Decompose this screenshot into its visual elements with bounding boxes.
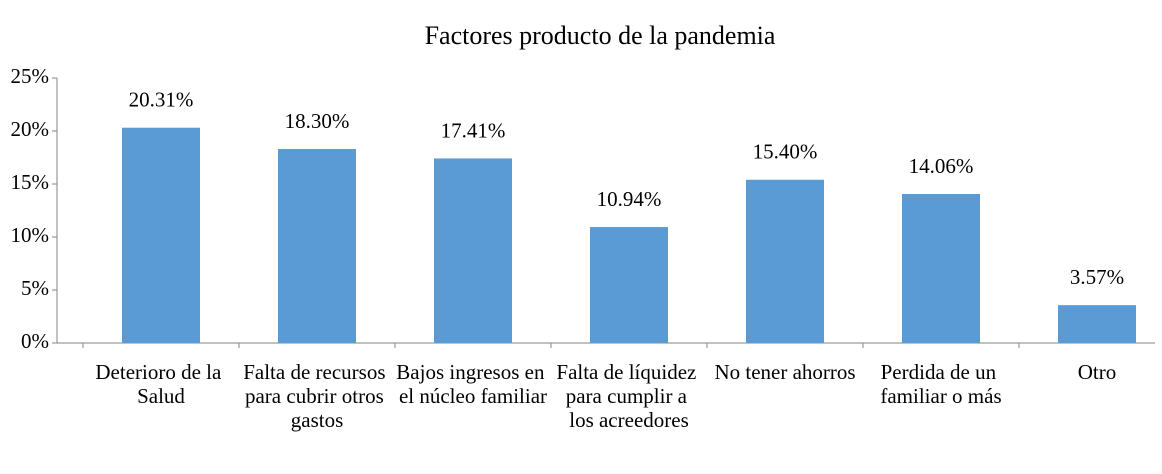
value-label: 3.57% — [1070, 265, 1124, 289]
chart-title: Factores producto de la pandemia — [425, 21, 776, 50]
x-tick-label: Falta de líquidez para cumplir a los acr… — [556, 360, 701, 432]
bar — [278, 149, 356, 343]
y-tick-label: 0% — [21, 329, 49, 353]
bar — [122, 127, 200, 344]
value-label: 18.30% — [285, 109, 350, 133]
value-label: 20.31% — [129, 88, 194, 112]
value-label: 15.40% — [753, 140, 818, 164]
x-tick-label: No tener ahorros — [714, 360, 855, 384]
bar — [902, 193, 980, 343]
y-tick-label: 15% — [11, 170, 50, 194]
y-tick-label: 25% — [11, 64, 50, 88]
x-tick-label: Bajos ingresos en el núcleo familiar — [396, 360, 549, 408]
x-tick-label: Perdida de un familiar o más — [880, 360, 1001, 408]
x-tick-label: Deterioro de la Salud — [95, 360, 226, 408]
bar — [590, 227, 668, 343]
y-tick-label: 20% — [11, 117, 50, 141]
bar — [746, 179, 824, 343]
bar — [434, 158, 512, 343]
y-tick-label: 10% — [11, 223, 50, 247]
value-label: 14.06% — [909, 154, 974, 178]
bar — [1058, 305, 1136, 343]
x-tick-label: Otro — [1078, 360, 1117, 384]
value-label: 17.41% — [441, 118, 506, 142]
x-tick-label: Falta de recursos para cubrir otros gast… — [243, 360, 391, 432]
y-tick-label: 5% — [21, 276, 49, 300]
value-label: 10.94% — [597, 187, 662, 211]
